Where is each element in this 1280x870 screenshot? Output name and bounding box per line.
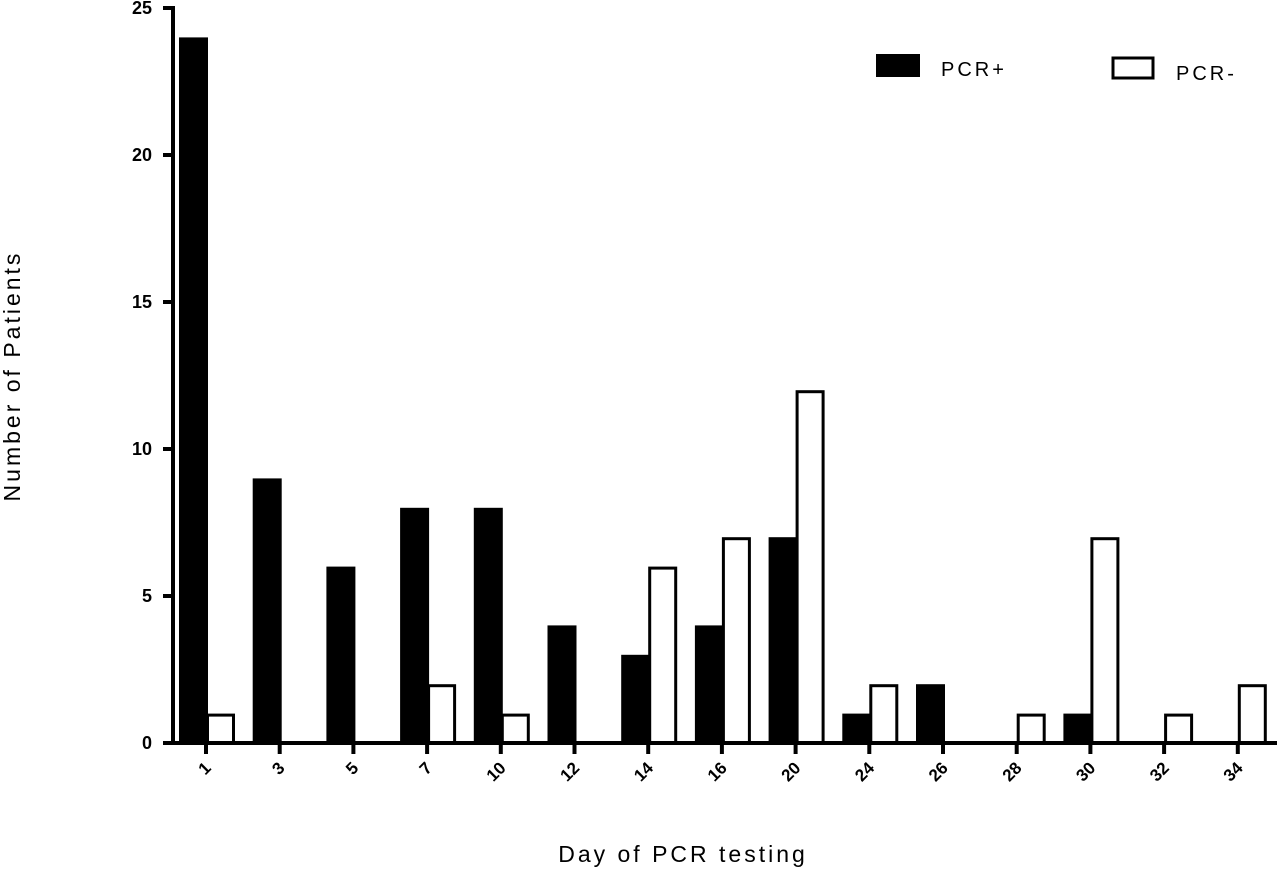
bar-pcr-neg-16 xyxy=(721,537,751,745)
bar-pcr-neg-20 xyxy=(795,390,825,745)
bar-pcr-pos-10 xyxy=(473,507,503,745)
legend-swatch-pcr-neg xyxy=(1111,56,1155,80)
x-ticks-group: 1 3 5 7 10 12 14 16 20 24 26 28 30 32 34 xyxy=(195,743,1247,785)
bar-pcr-pos-3 xyxy=(252,478,282,745)
bar-pcr-pos-5 xyxy=(326,566,356,745)
x-tick-label: 34 xyxy=(1220,758,1247,785)
y-tick-label: 25 xyxy=(132,0,152,18)
y-tick-label: 10 xyxy=(132,439,152,459)
y-tick-label: 0 xyxy=(142,733,152,753)
x-tick-label: 30 xyxy=(1072,758,1099,785)
bar-pcr-pos-14 xyxy=(621,654,651,745)
bar-pcr-pos-1 xyxy=(179,37,208,745)
y-tick-label: 15 xyxy=(132,292,152,312)
bar-pcr-pos-7 xyxy=(400,507,430,745)
bar-pcr-neg-1 xyxy=(206,713,235,745)
bar-pcr-pos-12 xyxy=(547,625,577,745)
y-tick-label: 20 xyxy=(132,145,152,165)
bar-pcr-neg-34 xyxy=(1237,684,1267,745)
bar-pcr-neg-28 xyxy=(1016,713,1046,745)
bar-pcr-neg-24 xyxy=(869,684,899,745)
x-tick-label: 28 xyxy=(999,758,1026,785)
bar-pcr-pos-20 xyxy=(768,537,798,745)
x-tick-label: 14 xyxy=(630,758,657,785)
bar-pcr-neg-32 xyxy=(1164,713,1194,745)
bar-pcr-neg-7 xyxy=(427,684,457,745)
x-tick-label: 3 xyxy=(268,758,288,778)
bar-pcr-neg-14 xyxy=(648,566,678,745)
y-tick-label: 5 xyxy=(142,586,152,606)
bar-pcr-pos-24 xyxy=(842,713,872,745)
bar-pcr-neg-10 xyxy=(500,713,530,745)
x-axis-title: Day of PCR testing xyxy=(558,841,808,867)
x-tick-label: 5 xyxy=(342,758,362,778)
bar-pcr-neg-30 xyxy=(1090,537,1120,745)
legend-swatch-pcr-pos xyxy=(876,54,920,77)
x-tick-label: 32 xyxy=(1146,758,1173,785)
x-tick-label: 16 xyxy=(704,758,731,785)
x-tick-label: 1 xyxy=(195,758,215,778)
legend-label-pcr-pos: PCR+ xyxy=(941,59,1007,81)
legend: PCR+ PCR- xyxy=(876,54,1237,85)
x-tick-label: 24 xyxy=(851,758,878,785)
bar-pcr-pos-30 xyxy=(1063,713,1093,745)
x-tick-label: 20 xyxy=(778,758,805,785)
bar-pcr-pos-26 xyxy=(916,684,945,745)
x-tick-label: 7 xyxy=(416,758,436,778)
x-tick-label: 12 xyxy=(557,758,584,785)
bar-pcr-pos-16 xyxy=(694,625,724,745)
legend-label-pcr-neg: PCR- xyxy=(1176,63,1237,85)
y-ticks-group: 0 5 10 15 20 25 xyxy=(132,0,173,753)
bars-group xyxy=(179,37,1267,745)
y-axis-title: Number of Patients xyxy=(0,251,25,502)
x-tick-label: 10 xyxy=(483,758,510,785)
x-tick-label: 26 xyxy=(925,758,952,785)
